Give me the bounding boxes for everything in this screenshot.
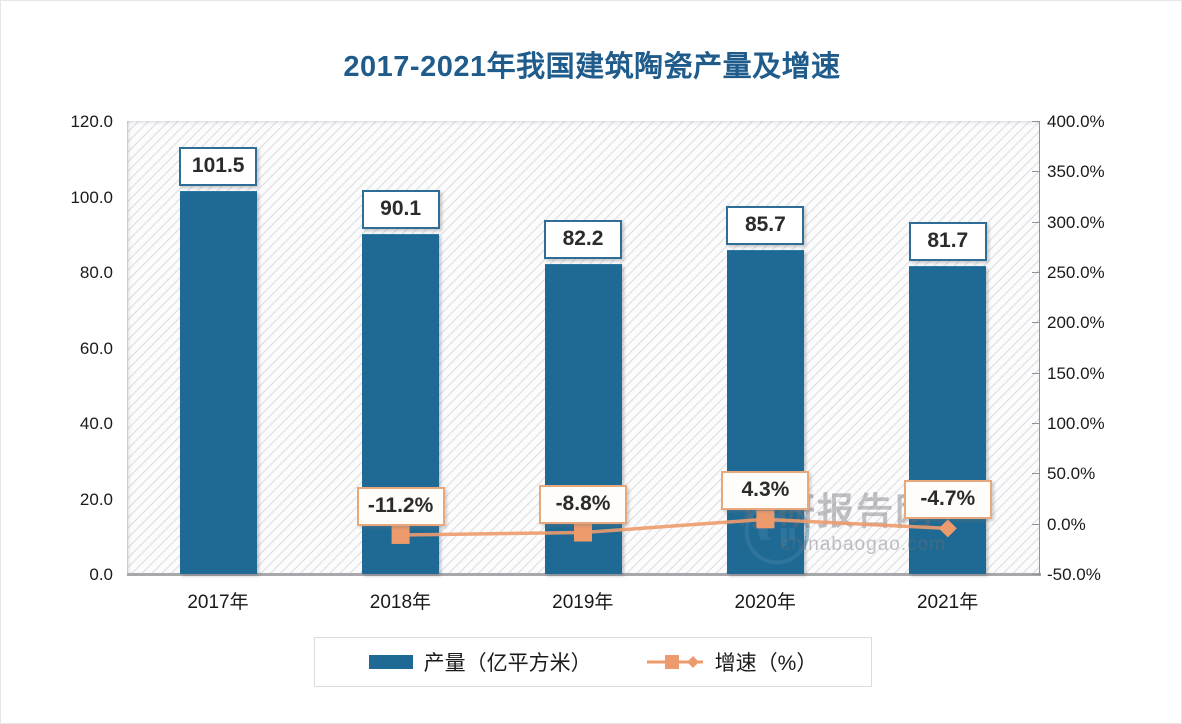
right-axis-tick-label: 250.0% [1047,263,1105,282]
bar-value-label: 90.1 [361,189,440,229]
line-marker[interactable] [391,525,410,544]
right-axis-tick-mark [1032,372,1039,374]
right-axis-tick-label: -50.0% [1047,565,1101,584]
right-axis-line [1039,121,1040,576]
growth-value-label: -8.8% [539,484,627,524]
left-axis-tick-label: 20.0 [79,489,113,509]
right-axis-tick-mark [1032,423,1039,424]
line-marker[interactable] [756,510,775,529]
right-axis-tick-label: 400.0% [1047,112,1105,131]
x-axis-tick-label: 2020年 [734,592,796,613]
left-axis-tick-label: 60.0 [79,338,113,358]
bar-value-label: 82.2 [544,219,622,259]
legend-item-growth[interactable]: 增速（%） [646,647,818,677]
x-axis-tick-label: 2018年 [369,592,432,613]
growth-value-label: -11.2% [356,486,445,526]
line-series [391,510,957,544]
right-axis-tick-label: 100.0% [1047,414,1105,433]
growth-line [400,517,948,537]
right-axis-tick-mark [1032,322,1039,324]
line-marker[interactable] [938,519,957,538]
right-axis-tick-label: 150.0% [1047,363,1105,383]
right-axis-tick-mark [1032,523,1039,525]
right-axis-tick-mark [1032,121,1039,122]
right-axis-tick-mark [1032,221,1039,223]
right-axis-tick-mark [1032,171,1039,173]
right-axis-tick-label: 300.0% [1047,212,1105,232]
right-axis-tick-label: 50.0% [1047,464,1096,484]
legend: 产量（亿平方米） 增速（%） [314,637,872,687]
bar-value-label: 81.7 [908,221,987,261]
growth-value-label: 4.3% [721,471,810,511]
page-title: 2017-2021年我国建筑陶瓷产量及增速 [343,51,841,83]
right-axis-tick-label: 0.0% [1047,514,1086,534]
line-swatch-icon [646,655,703,669]
x-axis-tick-label: 2017年 [187,592,249,613]
left-axis-tick-label: 100.0 [70,187,113,207]
legend-item-production[interactable]: 产量（亿平方米） [368,647,592,677]
bar-swatch-icon [368,655,413,669]
left-axis-tick-label: 80.0 [79,263,113,282]
legend-label-production: 产量（亿平方米） [423,652,592,675]
growth-value-label: -4.7% [903,480,992,520]
bar-value-label: 101.5 [179,146,258,186]
x-axis-tick-label: 2019年 [552,592,614,613]
bar-value-label: 85.7 [726,206,805,246]
left-axis-tick-label: 40.0 [79,414,113,433]
legend-label-growth: 增速（%） [714,652,818,675]
right-axis-tick-mark [1032,272,1039,273]
right-axis-tick-label: 200.0% [1047,313,1105,333]
bar[interactable] [179,190,257,574]
x-axis-line [127,573,1041,576]
left-axis-tick-label: 0.0 [89,565,113,584]
left-axis-tick-label: 120.0 [70,112,113,131]
line-marker[interactable] [574,523,592,542]
right-axis-tick-label: 350.0% [1047,162,1105,182]
right-axis-tick-mark [1032,473,1039,475]
right-axis-tick-mark [1032,574,1039,575]
x-axis-tick-label: 2021年 [916,592,979,613]
